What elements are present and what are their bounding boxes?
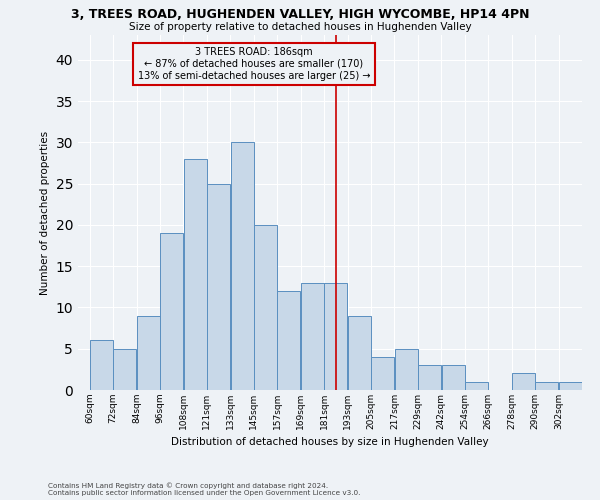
Bar (371, 357, 394, 390)
Bar (559, 382, 582, 390)
Text: 3, TREES ROAD, HUGHENDEN VALLEY, HIGH WYCOMBE, HP14 4PN: 3, TREES ROAD, HUGHENDEN VALLEY, HIGH WY… (71, 8, 529, 20)
X-axis label: Distribution of detached houses by size in Hughenden Valley: Distribution of detached houses by size … (171, 438, 489, 448)
Text: Contains HM Land Registry data © Crown copyright and database right 2024.: Contains HM Land Registry data © Crown c… (48, 482, 328, 489)
Bar (325, 282, 347, 390)
Bar (465, 382, 488, 390)
Bar (512, 374, 535, 390)
Bar (184, 159, 206, 390)
Y-axis label: Number of detached properties: Number of detached properties (40, 130, 50, 294)
Bar (207, 184, 230, 390)
Bar (230, 142, 254, 390)
Bar (301, 282, 324, 390)
Bar (442, 365, 464, 390)
Bar (277, 291, 301, 390)
Bar (254, 225, 277, 390)
Bar (137, 316, 160, 390)
Bar (348, 316, 371, 390)
Bar (113, 348, 136, 390)
Bar (535, 382, 559, 390)
Text: Size of property relative to detached houses in Hughenden Valley: Size of property relative to detached ho… (128, 22, 472, 32)
Text: 3 TREES ROAD: 186sqm
← 87% of detached houses are smaller (170)
13% of semi-deta: 3 TREES ROAD: 186sqm ← 87% of detached h… (137, 48, 370, 80)
Text: Contains public sector information licensed under the Open Government Licence v3: Contains public sector information licen… (48, 490, 361, 496)
Bar (160, 233, 183, 390)
Bar (418, 365, 441, 390)
Bar (90, 340, 113, 390)
Bar (395, 348, 418, 390)
